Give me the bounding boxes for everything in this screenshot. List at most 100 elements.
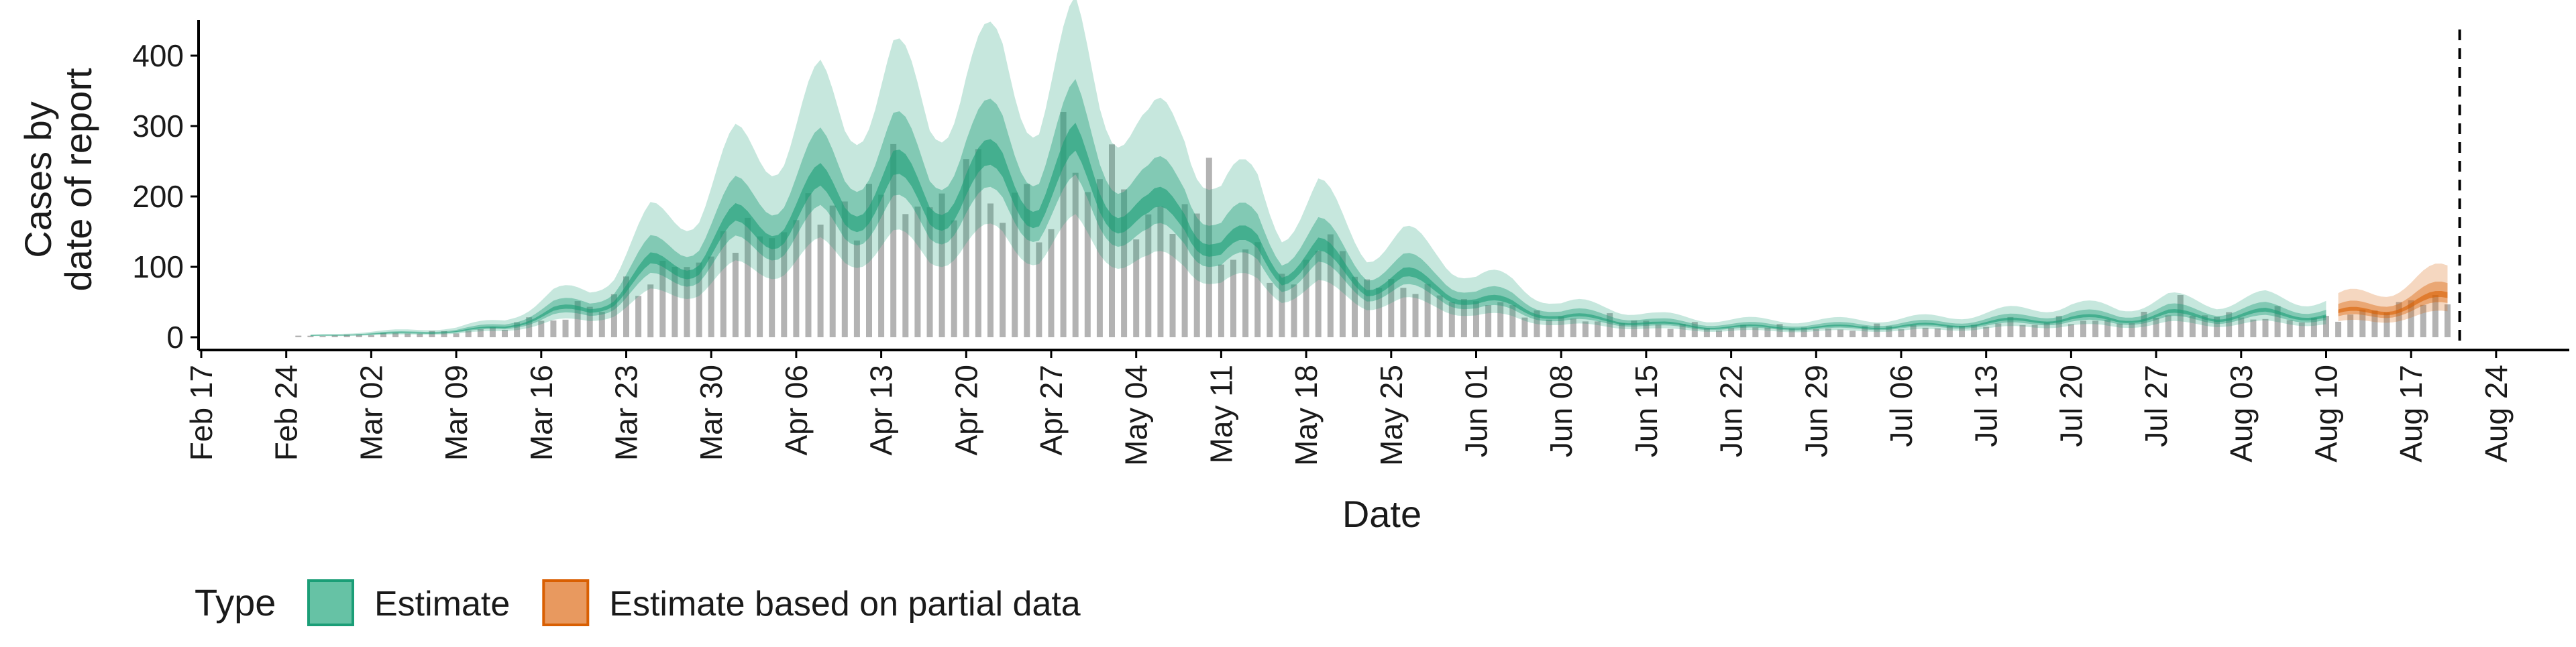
bar	[2165, 315, 2171, 337]
bar	[1388, 279, 1395, 337]
bar	[2141, 312, 2147, 337]
bar	[1728, 328, 1735, 337]
x-tick-label: Aug 17	[2394, 365, 2428, 463]
bar	[1595, 321, 1601, 337]
bar	[1400, 288, 1407, 337]
x-tick-label: Feb 17	[184, 365, 219, 461]
bar	[1048, 229, 1055, 337]
bar	[623, 276, 629, 337]
bar	[1813, 329, 1819, 337]
bar	[2420, 304, 2426, 337]
bar	[1424, 284, 1431, 337]
bar	[1096, 179, 1103, 337]
x-tick-label: Aug 10	[2309, 365, 2344, 463]
bar	[2347, 314, 2354, 337]
bar	[1060, 112, 1067, 337]
bar	[2445, 304, 2451, 337]
x-tick-label: Jul 13	[1969, 365, 2004, 447]
bars-layer	[295, 112, 2451, 338]
y-tick-label: 300	[132, 109, 184, 143]
bar	[1825, 329, 1831, 337]
x-tick-label: Jul 27	[2139, 365, 2174, 447]
bar	[1521, 317, 1528, 337]
bar	[1788, 328, 1795, 337]
bar	[1959, 326, 1965, 337]
bar	[586, 306, 593, 337]
bar	[769, 238, 775, 337]
bar	[1983, 327, 1990, 337]
bar	[2129, 323, 2135, 337]
bar	[380, 333, 386, 337]
bar	[1643, 320, 1650, 337]
bar	[1157, 206, 1164, 337]
bar	[1169, 234, 1176, 337]
bar	[1631, 320, 1638, 337]
bar	[429, 331, 435, 337]
bar	[331, 335, 338, 337]
bar	[1655, 324, 1662, 337]
bar	[1703, 328, 1710, 337]
x-tick-label: Mar 16	[524, 365, 559, 461]
axes-layer	[191, 20, 2569, 358]
bar	[598, 312, 605, 337]
bar	[805, 193, 812, 337]
labels-layer: 0 100 200 300 400 Feb 17 Feb 24 Mar 02 Mar 09 Mar…	[17, 38, 2514, 535]
bar	[2323, 316, 2329, 337]
x-tick-label: Mar 02	[354, 365, 388, 461]
bar	[1570, 318, 1576, 337]
bar	[1546, 319, 1552, 337]
bar	[562, 319, 569, 338]
bar	[963, 159, 969, 337]
bar	[647, 284, 654, 338]
bar	[453, 333, 460, 337]
bar	[1024, 184, 1030, 337]
bar	[732, 253, 739, 337]
bar	[2153, 318, 2159, 337]
x-tick-label: May 11	[1203, 365, 1238, 463]
bar	[465, 331, 472, 337]
bar	[708, 256, 714, 337]
partial-estimate-band	[2338, 291, 2448, 316]
bar	[2068, 324, 2074, 337]
bar	[368, 335, 374, 337]
bar	[1862, 326, 1868, 337]
bar	[2019, 325, 2026, 337]
bands-layer	[310, 0, 2448, 337]
bar	[477, 329, 484, 337]
bar	[2189, 315, 2196, 337]
bar	[1849, 331, 1856, 337]
y-tick-label: 100	[132, 249, 184, 284]
x-tick-label: Jun 01	[1459, 365, 1494, 457]
bar	[1460, 299, 1467, 337]
bar	[1412, 294, 1419, 337]
y-axis-title: Cases bydate of report	[17, 68, 99, 292]
bar	[307, 335, 314, 337]
bar	[1946, 325, 1953, 337]
bar	[1740, 325, 1747, 337]
bar	[1109, 144, 1115, 338]
bar	[1303, 259, 1309, 337]
bar	[951, 220, 957, 337]
bar	[1582, 321, 1589, 337]
bar	[1364, 279, 1371, 337]
legend: Type Estimate Estimate based on partial da…	[195, 579, 1081, 626]
bar	[1121, 189, 1128, 337]
bar	[1230, 259, 1236, 337]
bar	[720, 231, 727, 337]
bar	[441, 331, 447, 337]
partial-estimate-band	[2338, 263, 2448, 323]
bar	[1327, 234, 1334, 337]
bar	[1145, 214, 1152, 337]
bar	[1072, 172, 1079, 337]
bar	[538, 320, 545, 337]
bar	[2007, 316, 2014, 337]
bar	[817, 225, 824, 337]
bar	[890, 143, 897, 337]
bar	[975, 149, 981, 337]
bar	[635, 296, 642, 337]
bar	[1133, 239, 1140, 337]
bar	[1036, 242, 1042, 337]
x-tick-label: Jun 22	[1714, 365, 1749, 457]
bar	[2092, 320, 2099, 337]
bar	[514, 322, 521, 337]
